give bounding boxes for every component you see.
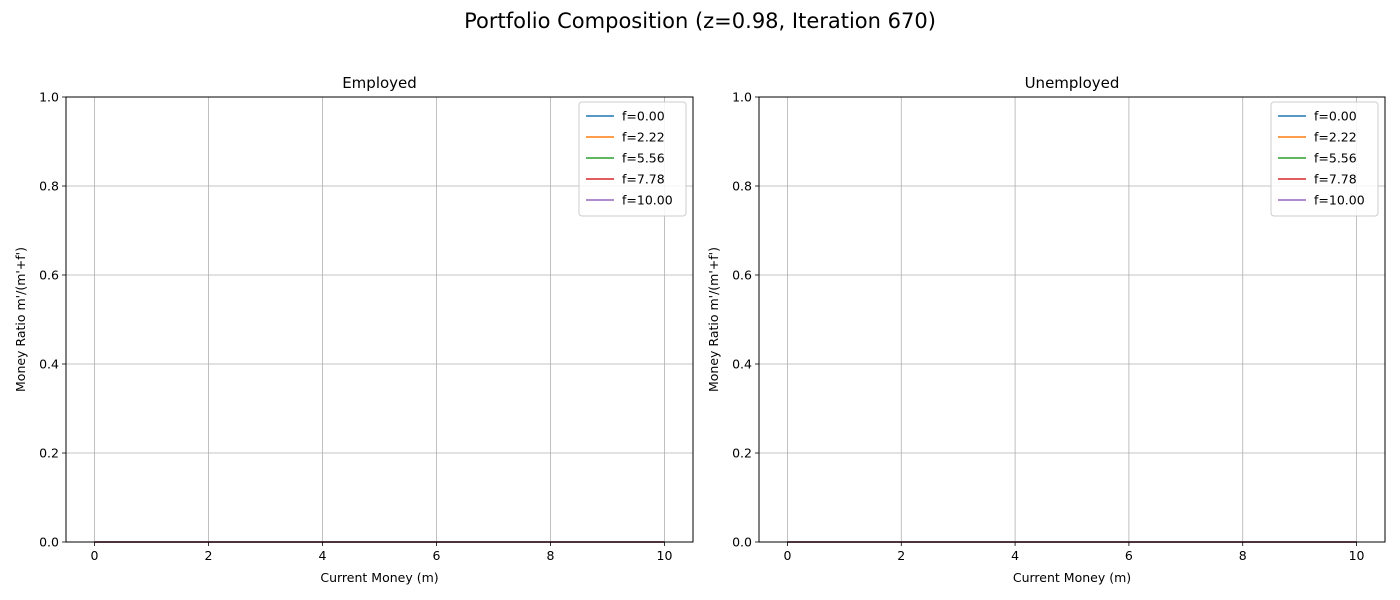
legend-label: f=10.00	[622, 193, 673, 208]
legend-label: f=7.78	[622, 172, 665, 187]
x-tick-label: 2	[897, 548, 905, 563]
x-tick-label: 0	[91, 548, 99, 563]
x-tick-label: 4	[1011, 548, 1019, 563]
legend-label: f=10.00	[1314, 193, 1365, 208]
legend-label: f=2.22	[622, 130, 665, 145]
x-tick-label: 10	[657, 548, 673, 563]
x-tick-label: 8	[1239, 548, 1247, 563]
y-tick-label: 0.0	[39, 535, 59, 550]
unemployed-legend: f=0.00 f=2.22 f=5.56 f=7.78 f=10.00	[1270, 101, 1379, 217]
legend-label: f=7.78	[1314, 172, 1357, 187]
x-tick-label: 6	[1125, 548, 1133, 563]
y-tick-label: 0.2	[39, 446, 59, 461]
employed-legend: f=0.00 f=2.22 f=5.56 f=7.78 f=10.00	[578, 101, 687, 217]
y-tick-label: 0.8	[732, 179, 752, 194]
y-tick-label: 0.2	[732, 446, 752, 461]
x-tick-label: 4	[319, 548, 327, 563]
y-tick-label: 0.6	[732, 268, 752, 283]
employed-axes-frame	[65, 96, 694, 543]
legend-label: f=0.00	[1314, 109, 1357, 124]
y-tick-label: 0.6	[39, 268, 59, 283]
y-tick-label: 0.0	[732, 535, 752, 550]
unemployed-axes-frame	[758, 96, 1386, 543]
legend-label: f=2.22	[1314, 130, 1357, 145]
y-tick-label: 0.4	[732, 357, 752, 372]
y-tick-label: 1.0	[732, 90, 752, 105]
y-tick-label: 0.4	[39, 357, 59, 372]
employed-y-axis-label: Money Ratio m'/(m'+f')	[13, 247, 28, 392]
x-tick-label: 10	[1349, 548, 1365, 563]
employed-panel-title: Employed	[342, 74, 417, 92]
x-tick-label: 0	[783, 548, 791, 563]
x-tick-label: 6	[433, 548, 441, 563]
legend-box	[1270, 101, 1379, 217]
unemployed-y-axis-label: Money Ratio m'/(m'+f')	[706, 247, 721, 392]
legend-label: f=5.56	[1314, 151, 1357, 166]
legend-label: f=5.56	[622, 151, 665, 166]
x-tick-label: 8	[547, 548, 555, 563]
legend-label: f=0.00	[622, 109, 665, 124]
x-tick-label: 2	[205, 548, 213, 563]
unemployed-x-axis-label: Current Money (m)	[1013, 570, 1131, 585]
employed-panel: 0 2 4 6 8 10 0.0 0.2 0.4 0.6 0.8 1.0 Employed Current…	[13, 74, 694, 585]
employed-x-axis-label: Current Money (m)	[320, 570, 438, 585]
legend-box	[578, 101, 687, 217]
unemployed-panel-title: Unemployed	[1025, 74, 1120, 92]
figure-suptitle: Portfolio Composition (z=0.98, Iteration…	[464, 9, 936, 33]
unemployed-panel: 0 2 4 6 8 10 0.0 0.2 0.4 0.6 0.8 1.0 Unemployed Curre…	[706, 74, 1386, 585]
y-tick-label: 0.8	[39, 179, 59, 194]
y-tick-label: 1.0	[39, 90, 59, 105]
